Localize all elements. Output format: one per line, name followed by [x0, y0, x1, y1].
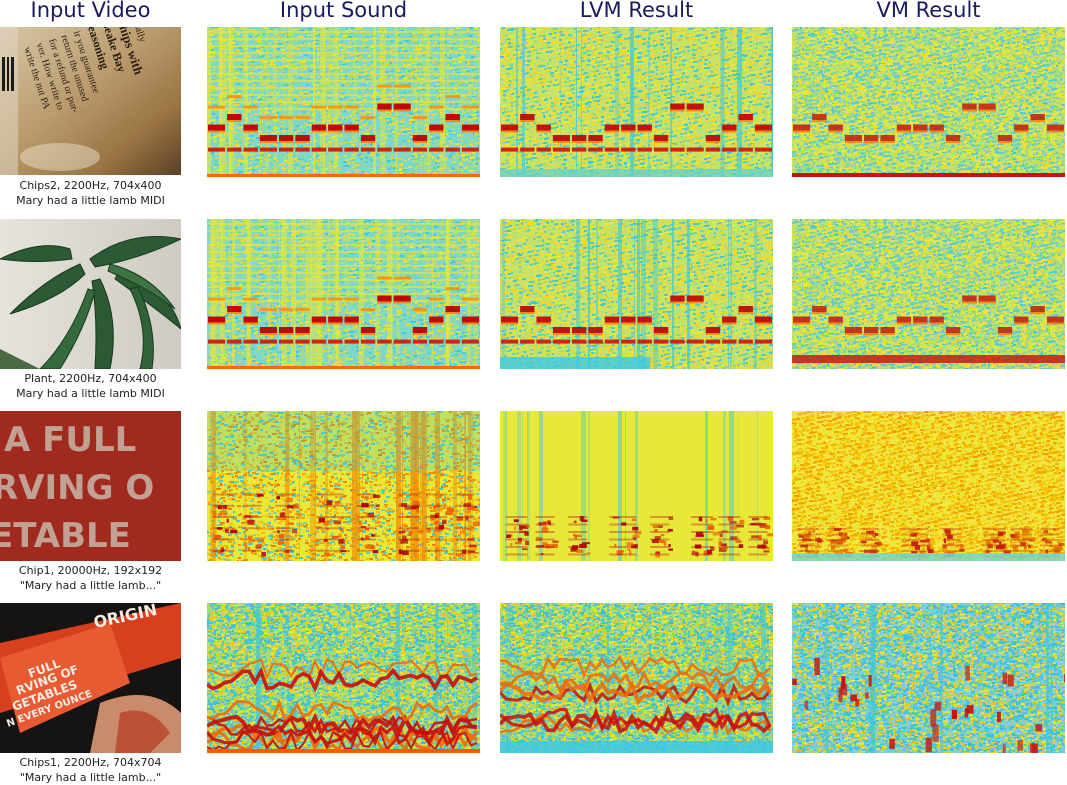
- caption-chips1: Chips1, 2200Hz, 704x704 "Mary had a litt…: [0, 755, 181, 785]
- header-input-sound: Input Sound: [207, 0, 480, 22]
- video-thumbnail-chips1: ORIGIN FULL RVING OF GETABLES N EVERY OU…: [0, 603, 181, 753]
- spectrogram-input-sound-row1: [207, 27, 480, 177]
- caption-chip1: Chip1, 20000Hz, 192x192 "Mary had a litt…: [0, 563, 181, 593]
- spectrogram-input-sound-row2: [207, 219, 480, 369]
- spectrogram-input-sound-row4: [207, 603, 480, 753]
- thumb-text: RVING O: [0, 468, 154, 508]
- video-thumbnail-plant: [0, 219, 181, 369]
- caption-line: Mary had a little lamb MIDI: [0, 193, 181, 208]
- header-vm-result: VM Result: [792, 0, 1065, 22]
- video-thumbnail-chip1: A FULL RVING O ETABLE: [0, 411, 181, 561]
- spectrogram-vm-result-row3: [792, 411, 1065, 561]
- thumb-text: A FULL: [4, 420, 136, 460]
- caption-line: "Mary had a little lamb...": [0, 578, 181, 593]
- spectrogram-lvm-result-row3: [500, 411, 773, 561]
- caption-line: "Mary had a little lamb...": [0, 770, 181, 785]
- caption-line: Plant, 2200Hz, 704x400: [0, 371, 181, 386]
- caption-line: Chips2, 2200Hz, 704x400: [0, 178, 181, 193]
- spectrogram-vm-result-row1: [792, 27, 1065, 177]
- header-input-video: Input Video: [0, 0, 181, 22]
- spectrogram-lvm-result-row2: [500, 219, 773, 369]
- spectrogram-lvm-result-row4: [500, 603, 773, 753]
- video-thumbnail-chips2: Chips with peake Bay easoning tionally i…: [0, 27, 181, 175]
- spectrogram-input-sound-row3: [207, 411, 480, 561]
- caption-chips2: Chips2, 2200Hz, 704x400 Mary had a littl…: [0, 178, 181, 208]
- caption-line: Chips1, 2200Hz, 704x704: [0, 755, 181, 770]
- caption-line: Mary had a little lamb MIDI: [0, 386, 181, 401]
- header-lvm-result: LVM Result: [500, 0, 773, 22]
- caption-line: Chip1, 20000Hz, 192x192: [0, 563, 181, 578]
- spectrogram-vm-result-row2: [792, 219, 1065, 369]
- spectrogram-lvm-result-row1: [500, 27, 773, 177]
- caption-plant: Plant, 2200Hz, 704x400 Mary had a little…: [0, 371, 181, 401]
- thumb-text: ETABLE: [0, 516, 131, 556]
- spectrogram-vm-result-row4: [792, 603, 1065, 753]
